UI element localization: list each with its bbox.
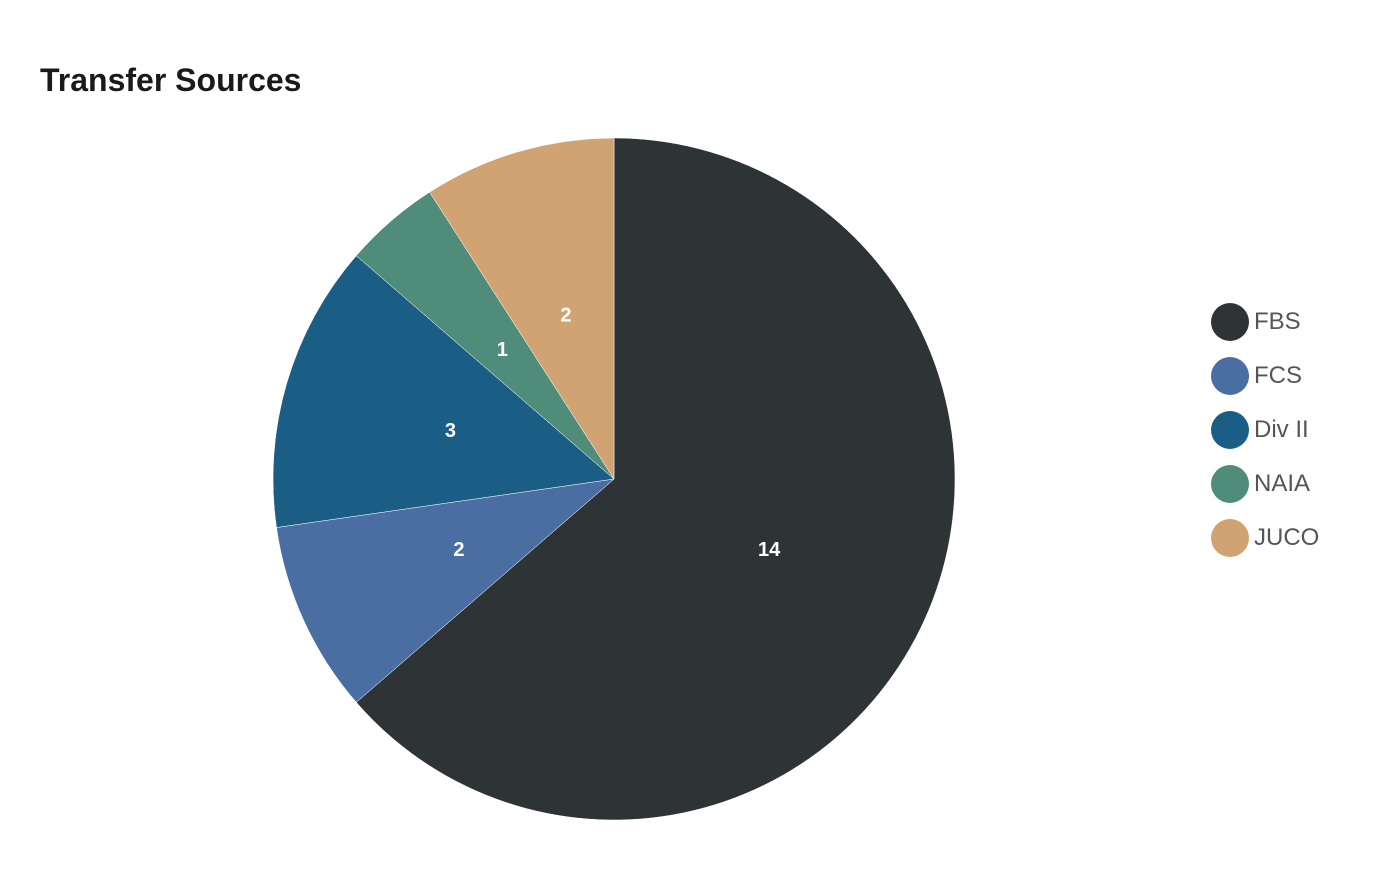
data-label-fbs: 14 [758,539,781,561]
data-label-div-ii: 3 [445,420,456,442]
legend-label-fcs: FCS [1254,362,1302,389]
pie-slice-div-ii [272,255,615,528]
pie-data-labels: 14 2 3 1 2 [445,304,781,560]
legend-swatch-fbs [1211,303,1249,341]
legend-swatch-div-ii [1211,411,1249,449]
legend-label-fbs: FBS [1254,308,1301,335]
data-label-juco: 2 [560,304,571,326]
chart-legend: FBS FCS Div II NAIA JUCO [1211,302,1319,572]
legend-item-div-ii: Div II [1211,410,1319,450]
data-label-naia: 1 [497,339,508,361]
pie-slice-juco [429,137,615,480]
legend-item-fcs: FCS [1211,356,1319,396]
legend-item-juco: JUCO [1211,518,1319,558]
legend-item-naia: NAIA [1211,464,1319,504]
legend-swatch-fcs [1211,357,1249,395]
legend-label-naia: NAIA [1254,470,1311,497]
data-label-fcs: 2 [453,539,464,561]
legend-swatch-naia [1211,465,1249,503]
legend-label-div-ii: Div II [1254,416,1309,443]
chart-title: Transfer Sources [40,62,302,98]
legend-item-fbs: FBS [1211,302,1319,342]
pie-slices [272,137,956,821]
pie-slice-fbs [355,137,956,821]
legend-swatch-juco [1211,519,1249,557]
legend-label-juco: JUCO [1254,524,1320,551]
pie-slice-fcs [276,478,615,703]
